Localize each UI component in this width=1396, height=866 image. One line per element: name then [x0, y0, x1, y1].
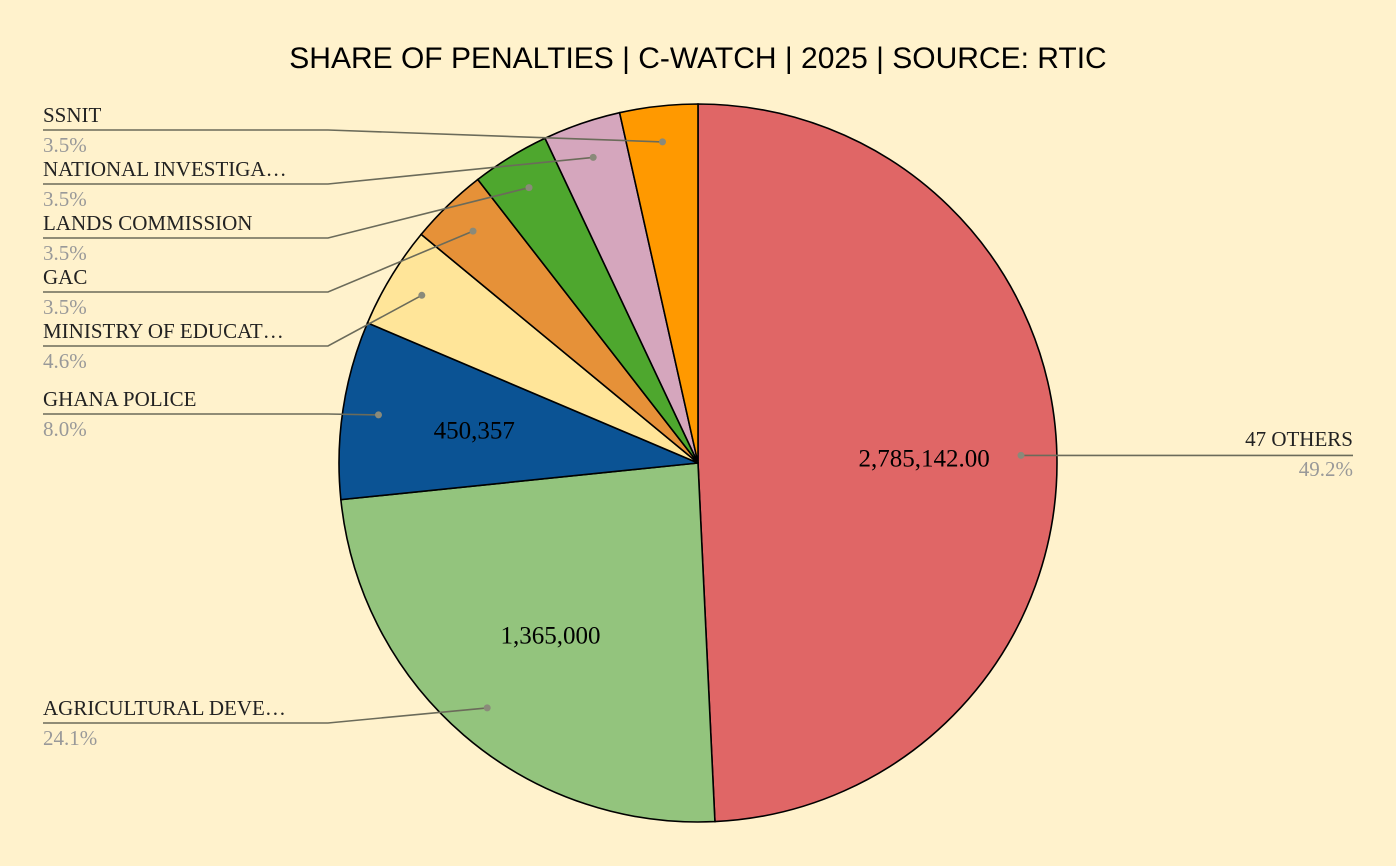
leader-dot-47-others [1017, 451, 1025, 459]
slice-name-lands-commission: LANDS COMMISSION [43, 211, 252, 235]
leader-dot-agricultural-deve [483, 704, 491, 712]
value-label-47-others: 2,785,142.00 [858, 446, 989, 473]
slice-name-agricultural-deve: AGRICULTURAL DEVE… [43, 696, 286, 720]
slice-percent-ministry-of-educat: 4.6% [43, 349, 87, 373]
slice-name-gac: GAC [43, 265, 87, 289]
slice-name-national-investiga: NATIONAL INVESTIGA… [43, 157, 287, 181]
slice-labels: 47 OTHERS 49.2% AGRICULTURAL DEVE… 24.1% GHA… [43, 103, 1353, 750]
leader-line-ministry-of-educat [43, 294, 423, 347]
slice-name-ssnit: SSNIT [43, 103, 102, 127]
value-labels: 2,785,142.00 1,365,000 450,357 [434, 417, 990, 649]
leader-line-agricultural-deve [43, 707, 488, 724]
leader-dot-ghana-police [375, 411, 382, 419]
pie-slices [338, 103, 1058, 823]
leader-dot-lands-commission [525, 184, 533, 192]
slice-percent-national-investiga: 3.5% [43, 187, 87, 211]
slice-percent-ghana-police: 8.0% [43, 417, 87, 441]
leader-dot-ministry-of-educat [418, 291, 426, 299]
slice-percent-gac: 3.5% [43, 295, 87, 319]
slice-percent-agricultural-deve: 24.1% [43, 726, 97, 750]
leader-line-ssnit [43, 129, 663, 143]
pie-slice-ghana-police [338, 321, 699, 501]
pie-slice-agricultural-deve [339, 462, 716, 823]
leader-line-national-investiga [43, 156, 594, 185]
leader-dot-gac [469, 227, 477, 235]
slice-percent-lands-commission: 3.5% [43, 241, 87, 265]
pie-slice-47-others [697, 103, 1058, 823]
value-label-agricultural-deve: 1,365,000 [501, 622, 601, 649]
slice-name-47-others: 47 OTHERS [1245, 427, 1353, 451]
slice-name-ghana-police: GHANA POLICE [43, 387, 196, 411]
slice-percent-47-others: 49.2% [1299, 457, 1353, 481]
leader-line-ghana-police [43, 413, 379, 416]
leader-line-lands-commission [43, 186, 530, 239]
value-label-ghana-police: 450,357 [434, 417, 515, 444]
slice-name-ministry-of-educat: MINISTRY OF EDUCAT… [43, 319, 284, 343]
leader-lines [43, 129, 1353, 724]
leader-line-gac [43, 230, 474, 293]
chart-title: SHARE OF PENALTIES | C-WATCH | 2025 | SO… [289, 42, 1106, 75]
leader-dot-ssnit [659, 138, 666, 146]
pie-slice-ssnit [618, 103, 699, 464]
slice-percent-ssnit: 3.5% [43, 133, 87, 157]
leader-dot-national-investiga [589, 153, 597, 161]
